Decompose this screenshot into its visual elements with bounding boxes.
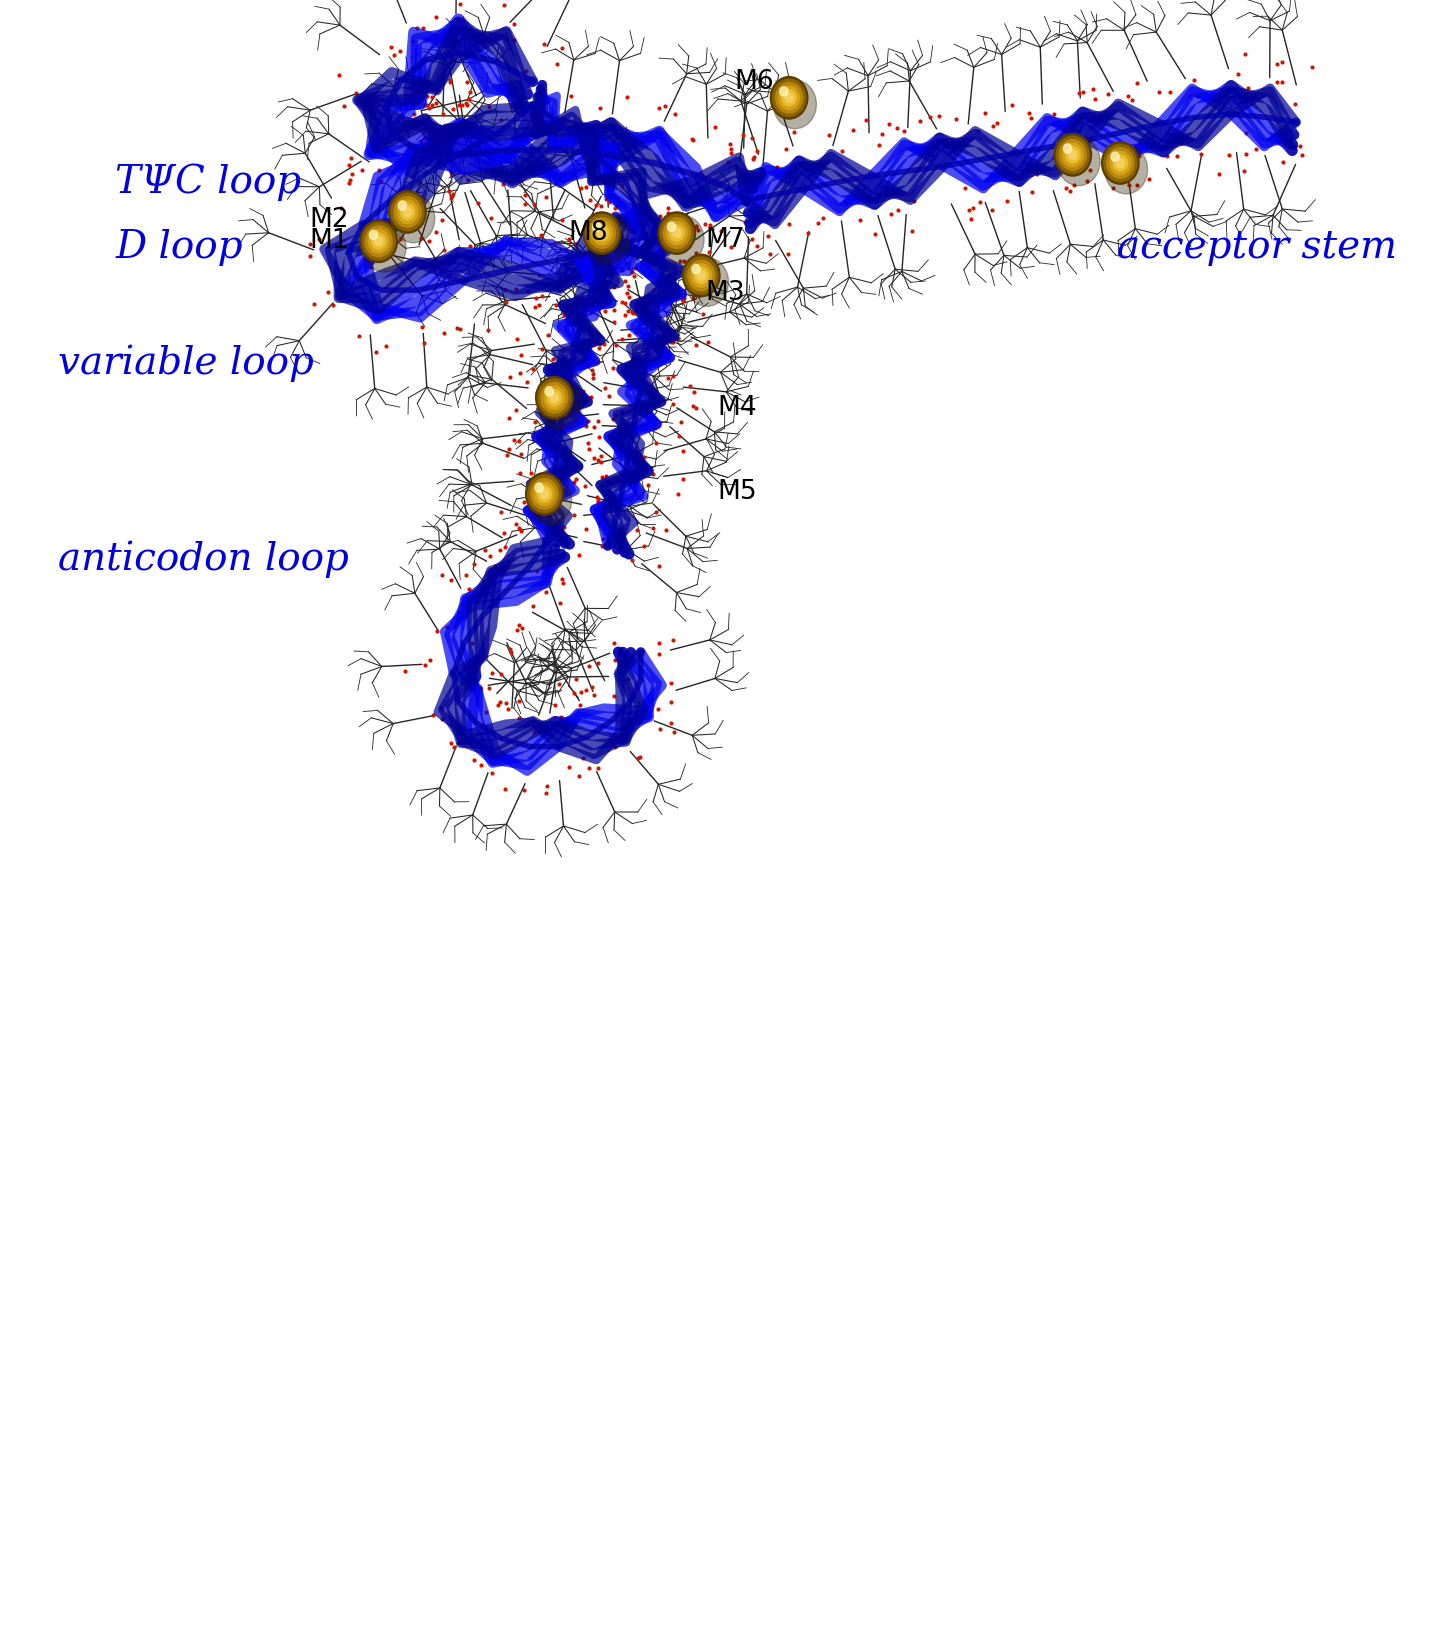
Circle shape [363,223,406,272]
Circle shape [1104,145,1136,181]
Circle shape [1107,148,1133,178]
Circle shape [685,258,729,306]
Text: M6: M6 [734,68,775,95]
Circle shape [1066,147,1080,163]
Circle shape [369,230,389,253]
Circle shape [395,197,420,227]
Circle shape [776,83,802,112]
Circle shape [694,267,708,284]
Circle shape [526,473,563,515]
Text: M5: M5 [717,479,757,505]
Circle shape [780,86,788,96]
Text: M3: M3 [706,280,746,306]
Circle shape [536,377,573,419]
Text: variable loop: variable loop [58,344,314,383]
Circle shape [540,489,549,499]
Circle shape [688,261,714,290]
Text: D loop: D loop [115,230,243,266]
Circle shape [589,218,615,248]
Text: M2: M2 [310,207,350,233]
Circle shape [672,228,681,238]
Circle shape [360,220,397,262]
Text: M8: M8 [569,220,609,246]
Circle shape [683,254,720,297]
Circle shape [392,194,423,230]
Circle shape [534,482,554,505]
Circle shape [1057,137,1100,186]
Circle shape [374,236,383,246]
Text: TΨC loop: TΨC loop [115,163,301,202]
Circle shape [773,80,816,129]
Circle shape [593,222,600,231]
Circle shape [598,228,606,238]
Circle shape [531,479,557,509]
Circle shape [1057,137,1089,173]
Circle shape [1112,152,1119,161]
Circle shape [1110,152,1130,174]
Circle shape [592,222,612,244]
Circle shape [691,264,711,287]
Circle shape [661,215,693,251]
Circle shape [392,194,435,243]
Circle shape [539,380,582,429]
Circle shape [586,215,629,264]
Circle shape [1068,150,1077,160]
Circle shape [670,225,684,241]
Circle shape [697,271,706,280]
Circle shape [400,204,415,220]
Circle shape [693,264,700,274]
Circle shape [528,476,560,512]
Circle shape [528,476,572,525]
Circle shape [782,90,796,106]
Circle shape [661,215,704,264]
Circle shape [1054,134,1092,176]
Circle shape [389,191,426,233]
Circle shape [1102,142,1139,184]
Circle shape [583,212,621,254]
Circle shape [1104,145,1148,194]
Circle shape [658,212,696,254]
Circle shape [403,207,412,217]
Circle shape [541,383,567,412]
Circle shape [397,200,418,223]
Circle shape [372,233,386,249]
Circle shape [668,222,675,231]
Text: M7: M7 [706,227,746,253]
Circle shape [595,225,609,241]
Text: M1: M1 [310,228,350,254]
Circle shape [1116,158,1125,168]
Circle shape [546,386,553,396]
Circle shape [366,227,392,256]
Circle shape [685,258,717,293]
Circle shape [547,390,562,406]
Text: acceptor stem: acceptor stem [1117,230,1397,266]
Circle shape [586,215,618,251]
Circle shape [1063,143,1071,153]
Circle shape [539,380,570,416]
Circle shape [363,223,395,259]
Circle shape [370,230,377,240]
Circle shape [773,80,805,116]
Circle shape [536,482,543,492]
Circle shape [667,222,687,244]
Circle shape [785,93,793,103]
Circle shape [779,86,799,109]
Circle shape [1063,143,1083,166]
Circle shape [770,77,808,119]
Circle shape [397,200,406,210]
Circle shape [544,386,564,409]
Circle shape [1113,155,1128,171]
Circle shape [537,486,552,502]
Text: M4: M4 [717,394,757,421]
Circle shape [550,393,559,403]
Circle shape [664,218,690,248]
Circle shape [1060,140,1086,170]
Text: anticodon loop: anticodon loop [58,540,348,579]
